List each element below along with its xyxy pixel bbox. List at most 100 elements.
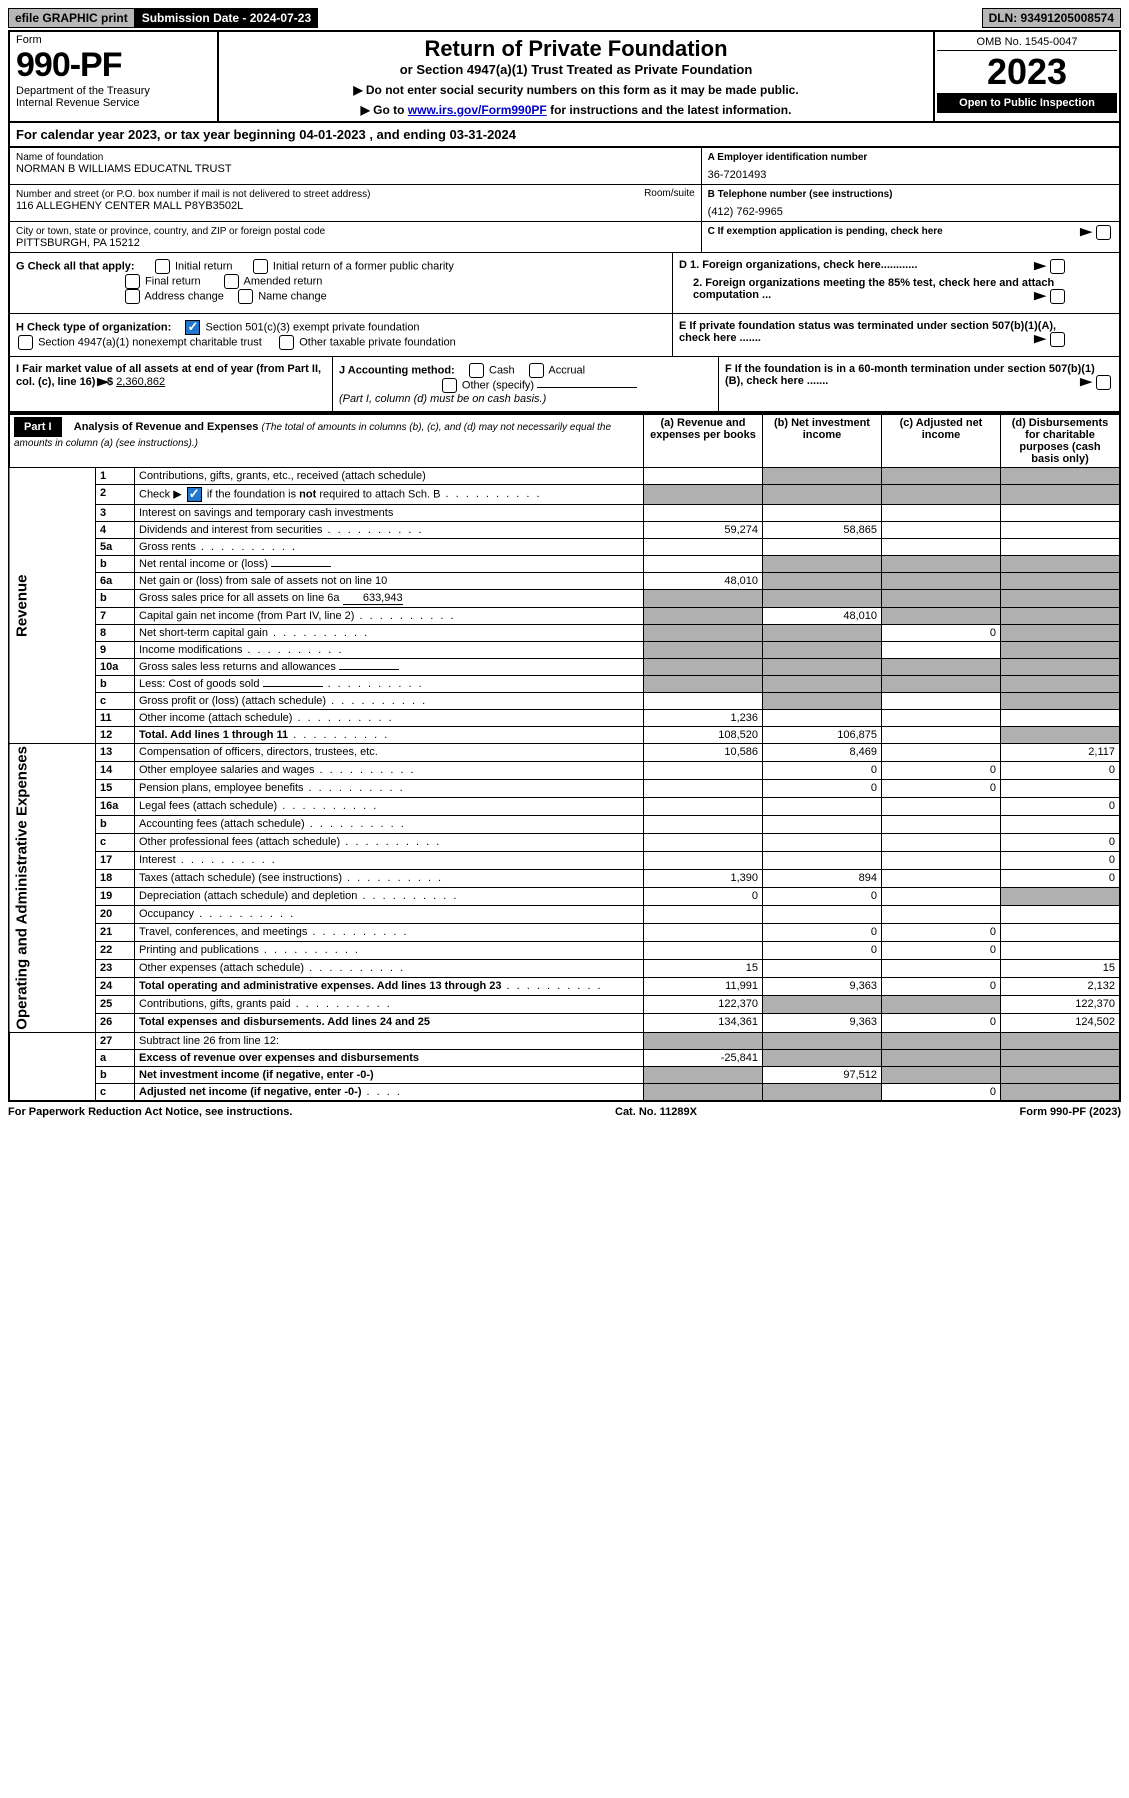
grey-cell: [644, 590, 763, 608]
tax-year: 2023: [937, 51, 1117, 93]
line-number: 3: [96, 505, 135, 522]
value-cell: 0: [882, 780, 1001, 798]
grey-cell: [1001, 1049, 1121, 1066]
value-cell: 11,991: [644, 978, 763, 996]
other-method-checkbox[interactable]: [442, 378, 457, 393]
grey-cell: [644, 625, 763, 642]
grey-cell: [763, 1049, 882, 1066]
value-cell: [644, 834, 763, 852]
form990pf-link[interactable]: www.irs.gov/Form990PF: [408, 103, 547, 117]
value-cell: [882, 505, 1001, 522]
line-number: 17: [96, 852, 135, 870]
line-number: 24: [96, 978, 135, 996]
line-number: a: [96, 1049, 135, 1066]
value-cell: [1001, 505, 1121, 522]
other-method-label: Other (specify): [462, 379, 534, 391]
d1-label: D 1. Foreign organizations, check here..…: [679, 259, 917, 271]
line-description: Contributions, gifts, grants, etc., rece…: [135, 468, 644, 485]
value-cell: [882, 642, 1001, 659]
line-number: 13: [96, 744, 135, 762]
initial-return-checkbox[interactable]: [155, 259, 170, 274]
section-f: F If the foundation is in a 60-month ter…: [719, 357, 1119, 411]
grey-cell: [644, 1066, 763, 1083]
value-cell: 0: [763, 762, 882, 780]
value-cell: [882, 693, 1001, 710]
line-description: Net investment income (if negative, ente…: [135, 1066, 644, 1083]
initial-former-checkbox[interactable]: [253, 259, 268, 274]
line-description: Net rental income or (loss): [135, 556, 644, 573]
line-number: 19: [96, 888, 135, 906]
grey-cell: [1001, 659, 1121, 676]
value-cell: 1,236: [644, 710, 763, 727]
value-cell: [763, 798, 882, 816]
form-label: Form: [16, 34, 211, 46]
value-cell: [644, 693, 763, 710]
line-description: Printing and publications: [135, 942, 644, 960]
value-cell: 0: [763, 942, 882, 960]
grey-cell: [1001, 693, 1121, 710]
line-description: Interest on savings and temporary cash i…: [135, 505, 644, 522]
value-cell: [1001, 816, 1121, 834]
line-number: c: [96, 1083, 135, 1101]
value-cell: 0: [1001, 870, 1121, 888]
line-description: Excess of revenue over expenses and disb…: [135, 1049, 644, 1066]
grey-cell: [644, 659, 763, 676]
exemption-checkbox[interactable]: [1096, 225, 1111, 240]
f-checkbox[interactable]: [1096, 375, 1111, 390]
ein-value: 36-7201493: [708, 169, 1113, 181]
line-description: Subtract line 26 from line 12:: [135, 1032, 644, 1049]
value-cell: 8,469: [763, 744, 882, 762]
value-cell: [763, 710, 882, 727]
grey-cell: [644, 1083, 763, 1101]
value-cell: 9,363: [763, 978, 882, 996]
d2-checkbox[interactable]: [1050, 289, 1065, 304]
grey-cell: [1001, 573, 1121, 590]
line-number: b: [96, 816, 135, 834]
value-cell: [882, 888, 1001, 906]
omb-number: OMB No. 1545-0047: [937, 34, 1117, 51]
ssn-warning: ▶ Do not enter social security numbers o…: [225, 83, 927, 97]
grey-cell: [644, 485, 763, 505]
schb-checkbox[interactable]: [187, 487, 202, 502]
accrual-checkbox[interactable]: [529, 363, 544, 378]
value-cell: [644, 816, 763, 834]
grey-cell: [1001, 1066, 1121, 1083]
final-return-checkbox[interactable]: [125, 274, 140, 289]
amended-return-checkbox[interactable]: [224, 274, 239, 289]
value-cell: [882, 539, 1001, 556]
name-change-checkbox[interactable]: [238, 289, 253, 304]
line-description: Other employee salaries and wages: [135, 762, 644, 780]
4947-checkbox[interactable]: [18, 335, 33, 350]
grey-cell: [882, 608, 1001, 625]
501c3-checkbox[interactable]: [185, 320, 200, 335]
section-vertical-label: Revenue: [9, 468, 96, 744]
line-number: 21: [96, 924, 135, 942]
efile-button[interactable]: efile GRAPHIC print: [8, 8, 135, 28]
line-description: Capital gain net income (from Part IV, l…: [135, 608, 644, 625]
city-value: PITTSBURGH, PA 15212: [16, 237, 695, 249]
line-description: Adjusted net income (if negative, enter …: [135, 1083, 644, 1101]
value-cell: 122,370: [644, 996, 763, 1014]
part1-table: Part I Analysis of Revenue and Expenses …: [8, 413, 1121, 1102]
grey-cell: [882, 590, 1001, 608]
value-cell: 0: [882, 1014, 1001, 1032]
grey-cell: [882, 573, 1001, 590]
grey-cell: [763, 556, 882, 573]
line-description: Net gain or (loss) from sale of assets n…: [135, 573, 644, 590]
value-cell: 59,274: [644, 522, 763, 539]
line-description: Contributions, gifts, grants paid: [135, 996, 644, 1014]
line-description: Legal fees (attach schedule): [135, 798, 644, 816]
value-cell: [1001, 710, 1121, 727]
address-change-checkbox[interactable]: [125, 289, 140, 304]
d1-checkbox[interactable]: [1050, 259, 1065, 274]
cash-checkbox[interactable]: [469, 363, 484, 378]
value-cell: 48,010: [763, 608, 882, 625]
form-title: Return of Private Foundation: [225, 36, 927, 62]
value-cell: [644, 556, 763, 573]
line-description: Interest: [135, 852, 644, 870]
other-taxable-checkbox[interactable]: [279, 335, 294, 350]
e-checkbox[interactable]: [1050, 332, 1065, 347]
value-cell: 2,132: [1001, 978, 1121, 996]
grey-cell: [1001, 676, 1121, 693]
efile-prefix: efile: [15, 11, 39, 25]
